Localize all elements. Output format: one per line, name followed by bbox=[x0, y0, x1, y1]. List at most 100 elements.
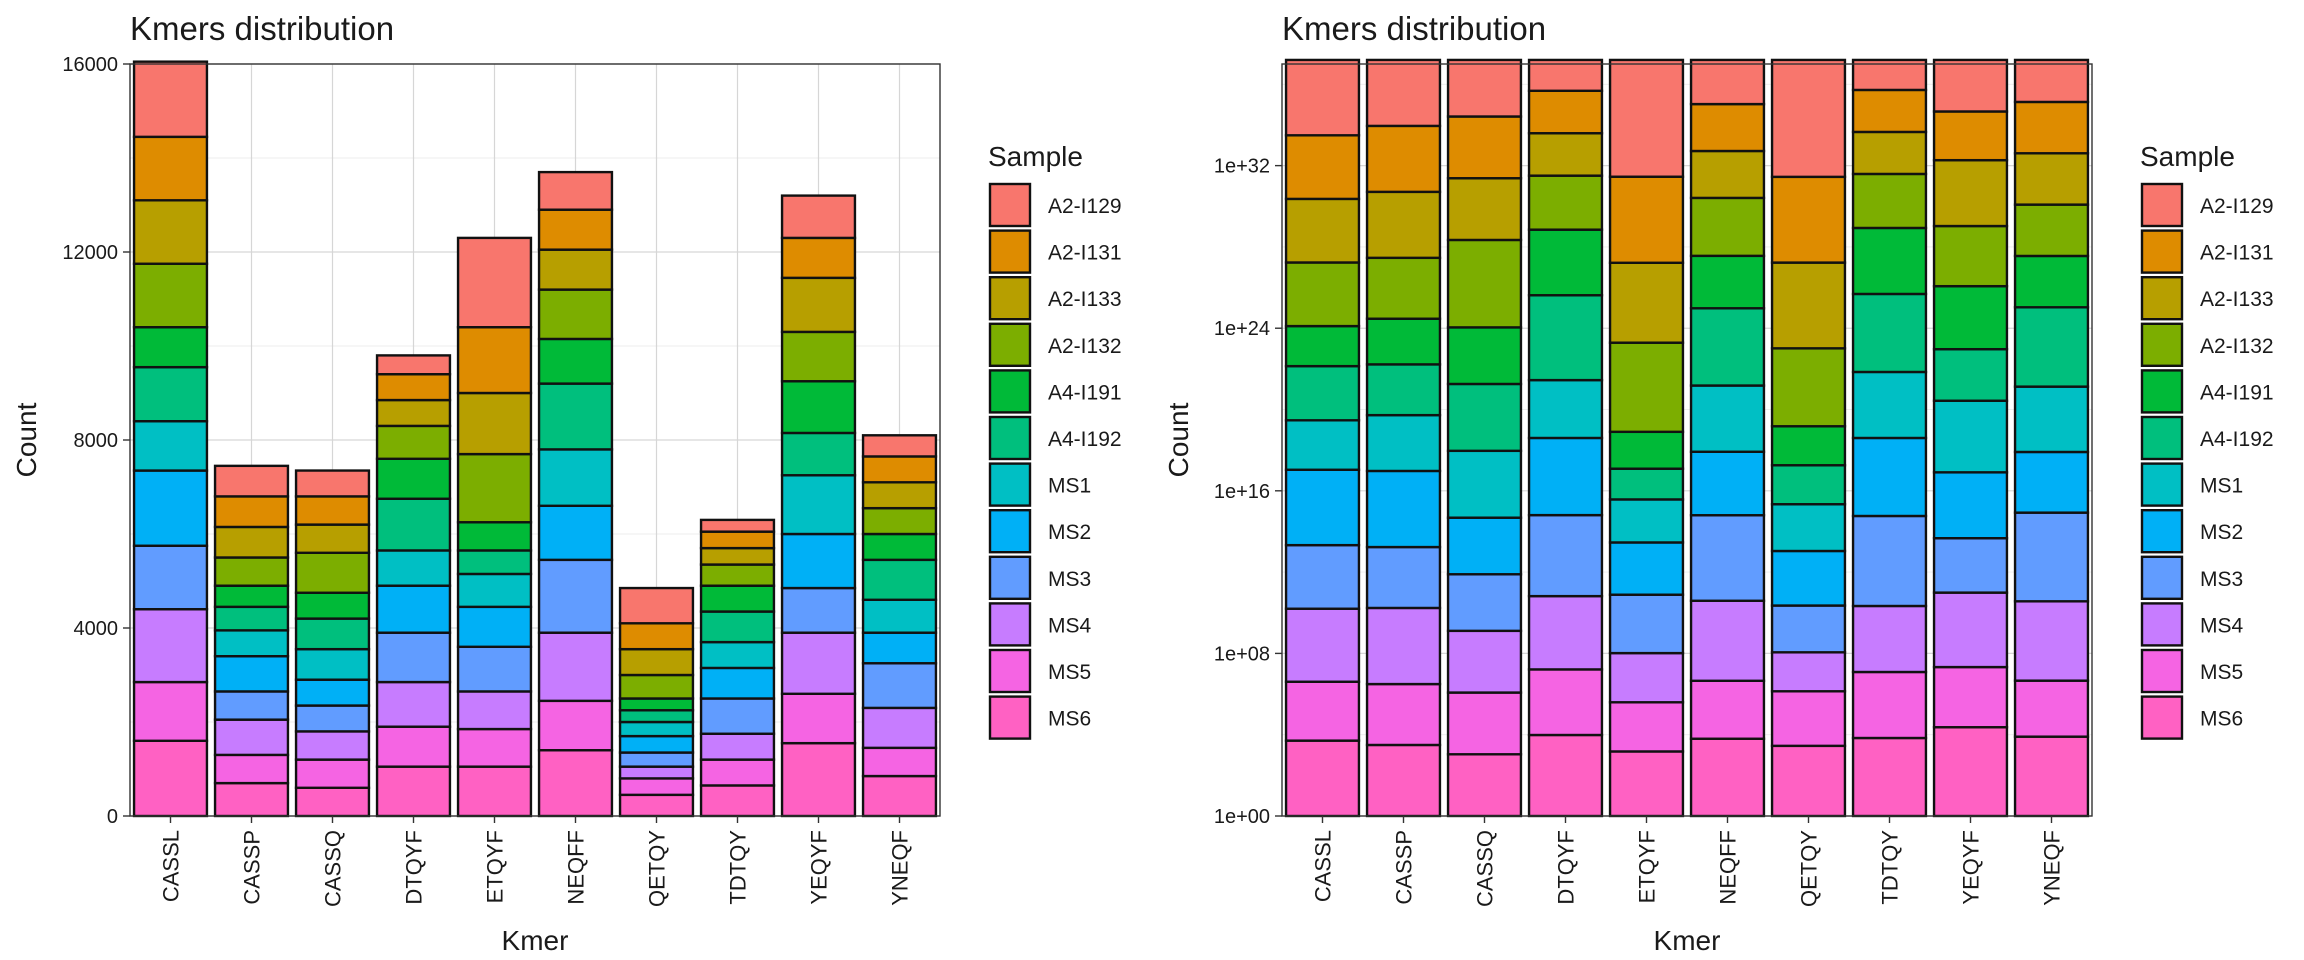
bar-segment-neqff-a2-i131 bbox=[537, 208, 614, 251]
bar-segment-cassq-ms5 bbox=[294, 758, 371, 789]
bar-segment-qetqy-ms1 bbox=[618, 720, 695, 738]
bar-segment-cassp-ms2 bbox=[213, 655, 290, 693]
bar-segment-neqff-a2-i133 bbox=[537, 248, 614, 291]
bar-segment-tdtqy-ms1 bbox=[699, 640, 776, 670]
bar-segment-cassl-ms1 bbox=[132, 420, 209, 472]
legend-label: A2-I131 bbox=[2200, 242, 2274, 265]
bar-segment-cassq-a4-i192 bbox=[294, 617, 371, 651]
chart-linear: 0 4000 8000 12000 16000 CASSL CASSP CASSQ DTQYF E… bbox=[11, 10, 1122, 956]
bar-segment-tdtqy-ms2 bbox=[699, 666, 776, 700]
x-tick-label-cassq: CASSQ bbox=[1473, 830, 1498, 907]
bar-segment-yneqf-a4-i192 bbox=[2013, 306, 2090, 388]
bar-segment-yneqf-ms5 bbox=[861, 746, 938, 778]
x-tick-label-etqyf: ETQYF bbox=[1635, 830, 1660, 903]
legend-swatch bbox=[988, 369, 1032, 414]
legend-label: MS2 bbox=[1048, 521, 1091, 544]
bar-segment-cassq-a2-i132 bbox=[294, 551, 371, 594]
bar-segment-yneqf-a2-i133 bbox=[861, 481, 938, 510]
bar-segment-cassp-ms3 bbox=[213, 690, 290, 721]
y-axis-label: Count bbox=[1163, 402, 1194, 477]
bar-segment-cassp-a2-i132 bbox=[1365, 256, 1442, 320]
bar-segment-etqyf-a4-i192 bbox=[456, 549, 533, 576]
bar-segment-yneqf-a2-i132 bbox=[861, 506, 938, 536]
bar-segment-cassp-ms6 bbox=[1365, 743, 1442, 818]
x-tick-label-yeqyf: YEQYF bbox=[807, 830, 832, 905]
legend-swatch bbox=[988, 182, 1032, 228]
bar-segment-cassp-a4-i192 bbox=[213, 605, 290, 632]
bar-segment-cassl-ms3 bbox=[1284, 543, 1361, 610]
legend-label: A4-I191 bbox=[2200, 381, 2274, 404]
bar-segment-yeqyf-a2-i131 bbox=[780, 236, 857, 280]
x-axis-label: Kmer bbox=[502, 925, 569, 956]
x-tick-label-cassl: CASSL bbox=[1311, 830, 1336, 902]
bar-segment-cassp-a2-i131 bbox=[213, 495, 290, 529]
bar-segment-etqyf-ms4 bbox=[456, 690, 533, 731]
bar-segment-cassq-ms3 bbox=[1446, 573, 1523, 633]
bar-segment-cassl-a2-i132 bbox=[1284, 261, 1361, 328]
bar-segment-neqff-a2-i132 bbox=[537, 288, 614, 341]
x-tick-label-tdtqy: TDTQY bbox=[726, 830, 751, 905]
bar-segment-neqff-a2-i133 bbox=[1689, 149, 1766, 200]
bar-segment-etqyf-a4-i191 bbox=[1608, 430, 1685, 470]
y-tick-label: 0 bbox=[107, 806, 118, 828]
legend-swatch bbox=[988, 648, 1032, 694]
bars bbox=[132, 60, 938, 818]
bar-segment-tdtqy-ms1 bbox=[1851, 370, 1928, 440]
bar-segment-cassp-ms4 bbox=[1365, 606, 1442, 686]
bar-segment-cassq-a2-i133 bbox=[1446, 177, 1523, 242]
bar-segment-qetqy-ms5 bbox=[1770, 690, 1847, 748]
legend-swatch bbox=[2140, 322, 2184, 367]
bar-segment-neqff-ms2 bbox=[537, 504, 614, 562]
legend-swatch bbox=[988, 229, 1032, 274]
bar-segment-qetqy-a2-i129 bbox=[618, 586, 695, 625]
bar-segment-cassq-a4-i192 bbox=[1446, 382, 1523, 453]
bar-segment-yneqf-ms4 bbox=[2013, 600, 2090, 682]
y-tick-label: 16000 bbox=[62, 54, 118, 76]
legend-swatch bbox=[988, 509, 1032, 554]
legend-label: A4-I192 bbox=[1048, 428, 1122, 451]
bar-segment-dtqyf-ms4 bbox=[1527, 594, 1604, 671]
bar-segment-cassl-ms3 bbox=[132, 544, 209, 611]
x-tick-label-qetqy: QETQY bbox=[1797, 830, 1822, 907]
bar-segment-dtqyf-ms6 bbox=[1527, 733, 1604, 818]
bar-segment-etqyf-a4-i192 bbox=[1608, 467, 1685, 501]
bar-segment-cassq-a2-i131 bbox=[294, 495, 371, 526]
x-tick-label-cassp: CASSP bbox=[1392, 830, 1417, 905]
bar-segment-cassp-a4-i191 bbox=[213, 584, 290, 609]
legend-label: A2-I132 bbox=[2200, 335, 2274, 358]
x-tick-label-cassp: CASSP bbox=[240, 830, 265, 905]
legend-label: A2-I131 bbox=[1048, 242, 1122, 265]
x-tick-label-neqff: NEQFF bbox=[1716, 830, 1741, 905]
x-tick-label-dtqyf: DTQYF bbox=[402, 830, 427, 905]
bar-segment-yneqf-ms6 bbox=[2013, 735, 2090, 818]
legend: Sample A2-I129 A2-I131 A2-I133 A2-I132 A4-I19… bbox=[2140, 141, 2274, 740]
bar-segment-qetqy-a2-i129 bbox=[1770, 58, 1847, 179]
bar-segment-tdtqy-a2-i132 bbox=[699, 563, 776, 587]
bar-segment-cassp-a2-i133 bbox=[1365, 190, 1442, 260]
bar-segment-yneqf-ms3 bbox=[2013, 511, 2090, 603]
bar-segment-cassp-ms2 bbox=[1365, 469, 1442, 549]
bar-segment-yneqf-a2-i131 bbox=[861, 455, 938, 484]
bar-segment-dtqyf-a4-i191 bbox=[375, 457, 452, 500]
bar-segment-cassl-a2-i131 bbox=[132, 135, 209, 202]
legend-label: MS4 bbox=[2200, 614, 2244, 637]
legend: Sample A2-I129 A2-I131 A2-I133 A2-I132 A4-I19… bbox=[988, 141, 1122, 740]
bar-segment-yneqf-ms5 bbox=[2013, 679, 2090, 738]
x-tick-label-etqyf: ETQYF bbox=[483, 830, 508, 903]
legend-swatch bbox=[2140, 509, 2184, 554]
bar-segment-yeqyf-ms6 bbox=[1932, 726, 2009, 818]
legend-swatch bbox=[2140, 695, 2184, 740]
bar-segment-dtqyf-a2-i131 bbox=[375, 373, 452, 402]
bar-segment-etqyf-a2-i133 bbox=[1608, 261, 1685, 344]
legend-label: A2-I129 bbox=[2200, 195, 2274, 218]
legend-swatch bbox=[2140, 648, 2184, 694]
bar-segment-etqyf-a2-i129 bbox=[1608, 58, 1685, 178]
x-tick-label-dtqyf: DTQYF bbox=[1554, 830, 1579, 905]
bars bbox=[1284, 58, 2090, 818]
bar-segment-cassq-ms1 bbox=[294, 647, 371, 681]
bar-segment-dtqyf-ms2 bbox=[375, 584, 452, 634]
y-tick-label: 1e+24 bbox=[1214, 318, 1270, 340]
legend-swatch bbox=[988, 462, 1032, 507]
bar-segment-etqyf-a2-i132 bbox=[456, 452, 533, 524]
